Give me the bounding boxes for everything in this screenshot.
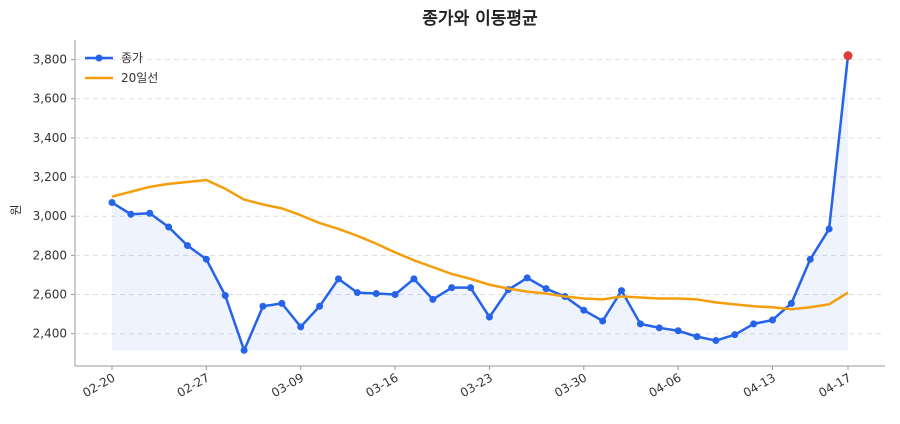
chart-title: 종가와 이동평균 [422,9,538,29]
point [618,287,626,295]
x-tick-label: 03-16 [363,370,400,400]
point [750,320,758,328]
point [636,320,644,328]
point [674,327,682,335]
legend-marker [95,54,103,62]
point [297,323,305,331]
y-tick-label: 3,000 [33,209,67,223]
highlight-point [843,51,853,61]
line [111,55,850,352]
point [316,302,324,310]
x-tick-label: 02-20 [80,370,117,400]
x-tick-label: 03-09 [269,370,306,400]
point [448,284,456,292]
y-tick-label: 3,600 [33,92,67,106]
point [259,302,267,310]
point [391,291,399,299]
y-tick-label: 2,800 [33,248,67,262]
y-tick-label: 3,800 [33,53,67,67]
point [429,295,437,303]
point [825,225,833,233]
point [485,313,493,321]
point [334,275,342,283]
x-tick-label: 04-06 [646,370,683,400]
point [523,274,531,282]
point [769,316,777,324]
x-tick-label: 03-30 [552,370,589,400]
legend-label: 종가 [121,51,143,65]
point [127,210,135,218]
legend-label: 20일선 [121,71,158,85]
y-tick-label: 2,600 [33,288,67,302]
y-tick-label: 3,200 [33,170,67,184]
point [372,290,380,298]
y-axis-label: 원 [9,204,23,215]
point [202,255,210,263]
area-fill [112,55,848,351]
point [731,331,739,339]
point [146,209,154,217]
point [467,284,475,292]
point [655,324,663,332]
point [240,346,248,354]
point [353,289,361,297]
point [221,292,229,300]
point [183,242,191,250]
point [580,306,588,314]
point [712,337,720,345]
point [787,299,795,307]
point [599,317,607,325]
point [165,223,173,231]
y-tick-label: 2,400 [33,327,67,341]
point [693,333,701,341]
point [410,275,418,283]
x-tick-label: 02-27 [175,370,212,400]
x-tick-label: 03-23 [458,370,495,400]
point [108,199,116,207]
x-tick-label: 04-17 [816,370,853,400]
line [111,178,849,311]
point [806,255,814,263]
y-tick-label: 3,400 [33,131,67,145]
point [278,299,286,307]
x-tick-label: 04-13 [741,370,778,400]
point [542,285,550,293]
